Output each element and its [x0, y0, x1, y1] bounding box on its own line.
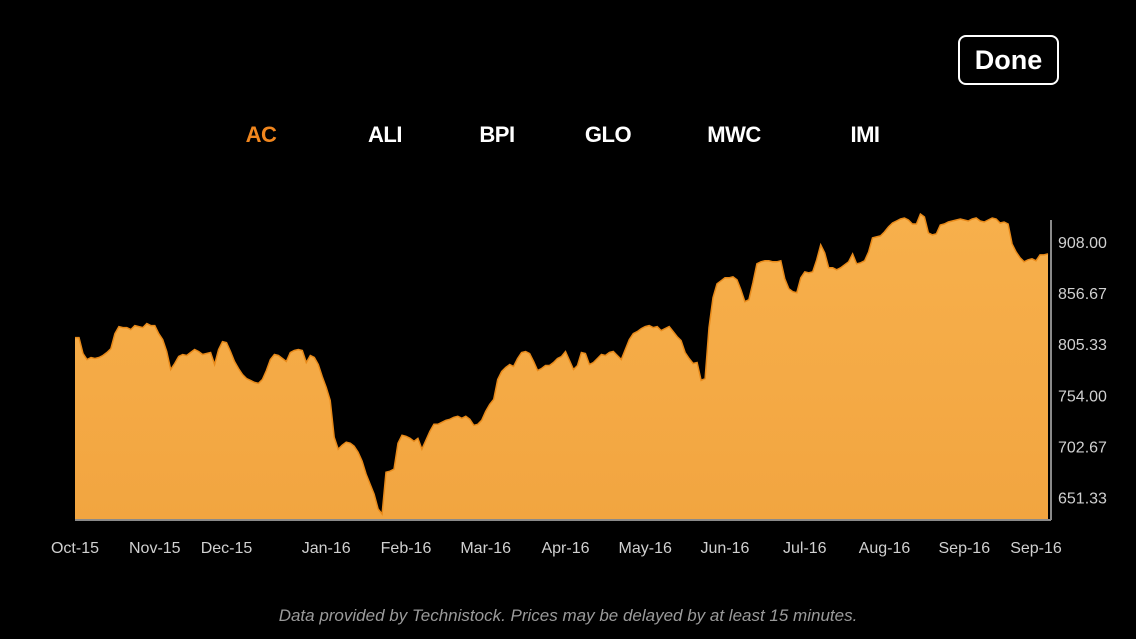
y-tick-label: 651.33 — [1058, 491, 1107, 508]
tab-imi[interactable]: IMI — [850, 122, 880, 147]
tab-ali[interactable]: ALI — [368, 122, 402, 147]
tab-mwc[interactable]: MWC — [707, 122, 761, 147]
done-button[interactable]: Done — [958, 35, 1059, 85]
y-tick-label: 702.67 — [1058, 440, 1107, 457]
x-tick-label: Sep-16 — [1010, 540, 1062, 557]
data-disclaimer: Data provided by Technistock. Prices may… — [278, 606, 858, 625]
tab-bpi[interactable]: BPI — [479, 122, 515, 147]
y-tick-label: 754.00 — [1058, 388, 1107, 405]
tab-ac[interactable]: AC — [245, 122, 277, 147]
y-tick-label: 805.33 — [1058, 337, 1107, 354]
x-tick-label: Oct-15 — [51, 540, 99, 557]
x-tick-label: May-16 — [619, 540, 672, 557]
x-tick-label: Feb-16 — [381, 540, 432, 557]
price-area — [75, 214, 1048, 519]
x-tick-label: Jul-16 — [783, 540, 827, 557]
y-tick-label: 856.67 — [1058, 286, 1107, 303]
x-tick-label: Dec-15 — [201, 540, 253, 557]
x-tick-label: Jan-16 — [302, 540, 351, 557]
tab-glo[interactable]: GLO — [584, 122, 632, 147]
x-tick-label: Apr-16 — [541, 540, 589, 557]
price-line — [75, 212, 1049, 516]
x-tick-label: Sep-16 — [939, 540, 991, 557]
x-tick-label: Nov-15 — [129, 540, 181, 557]
x-tick-label: Jun-16 — [701, 540, 750, 557]
x-tick-label: Mar-16 — [460, 540, 511, 557]
y-tick-label: 908.00 — [1058, 235, 1107, 252]
x-tick-label: Aug-16 — [859, 540, 911, 557]
